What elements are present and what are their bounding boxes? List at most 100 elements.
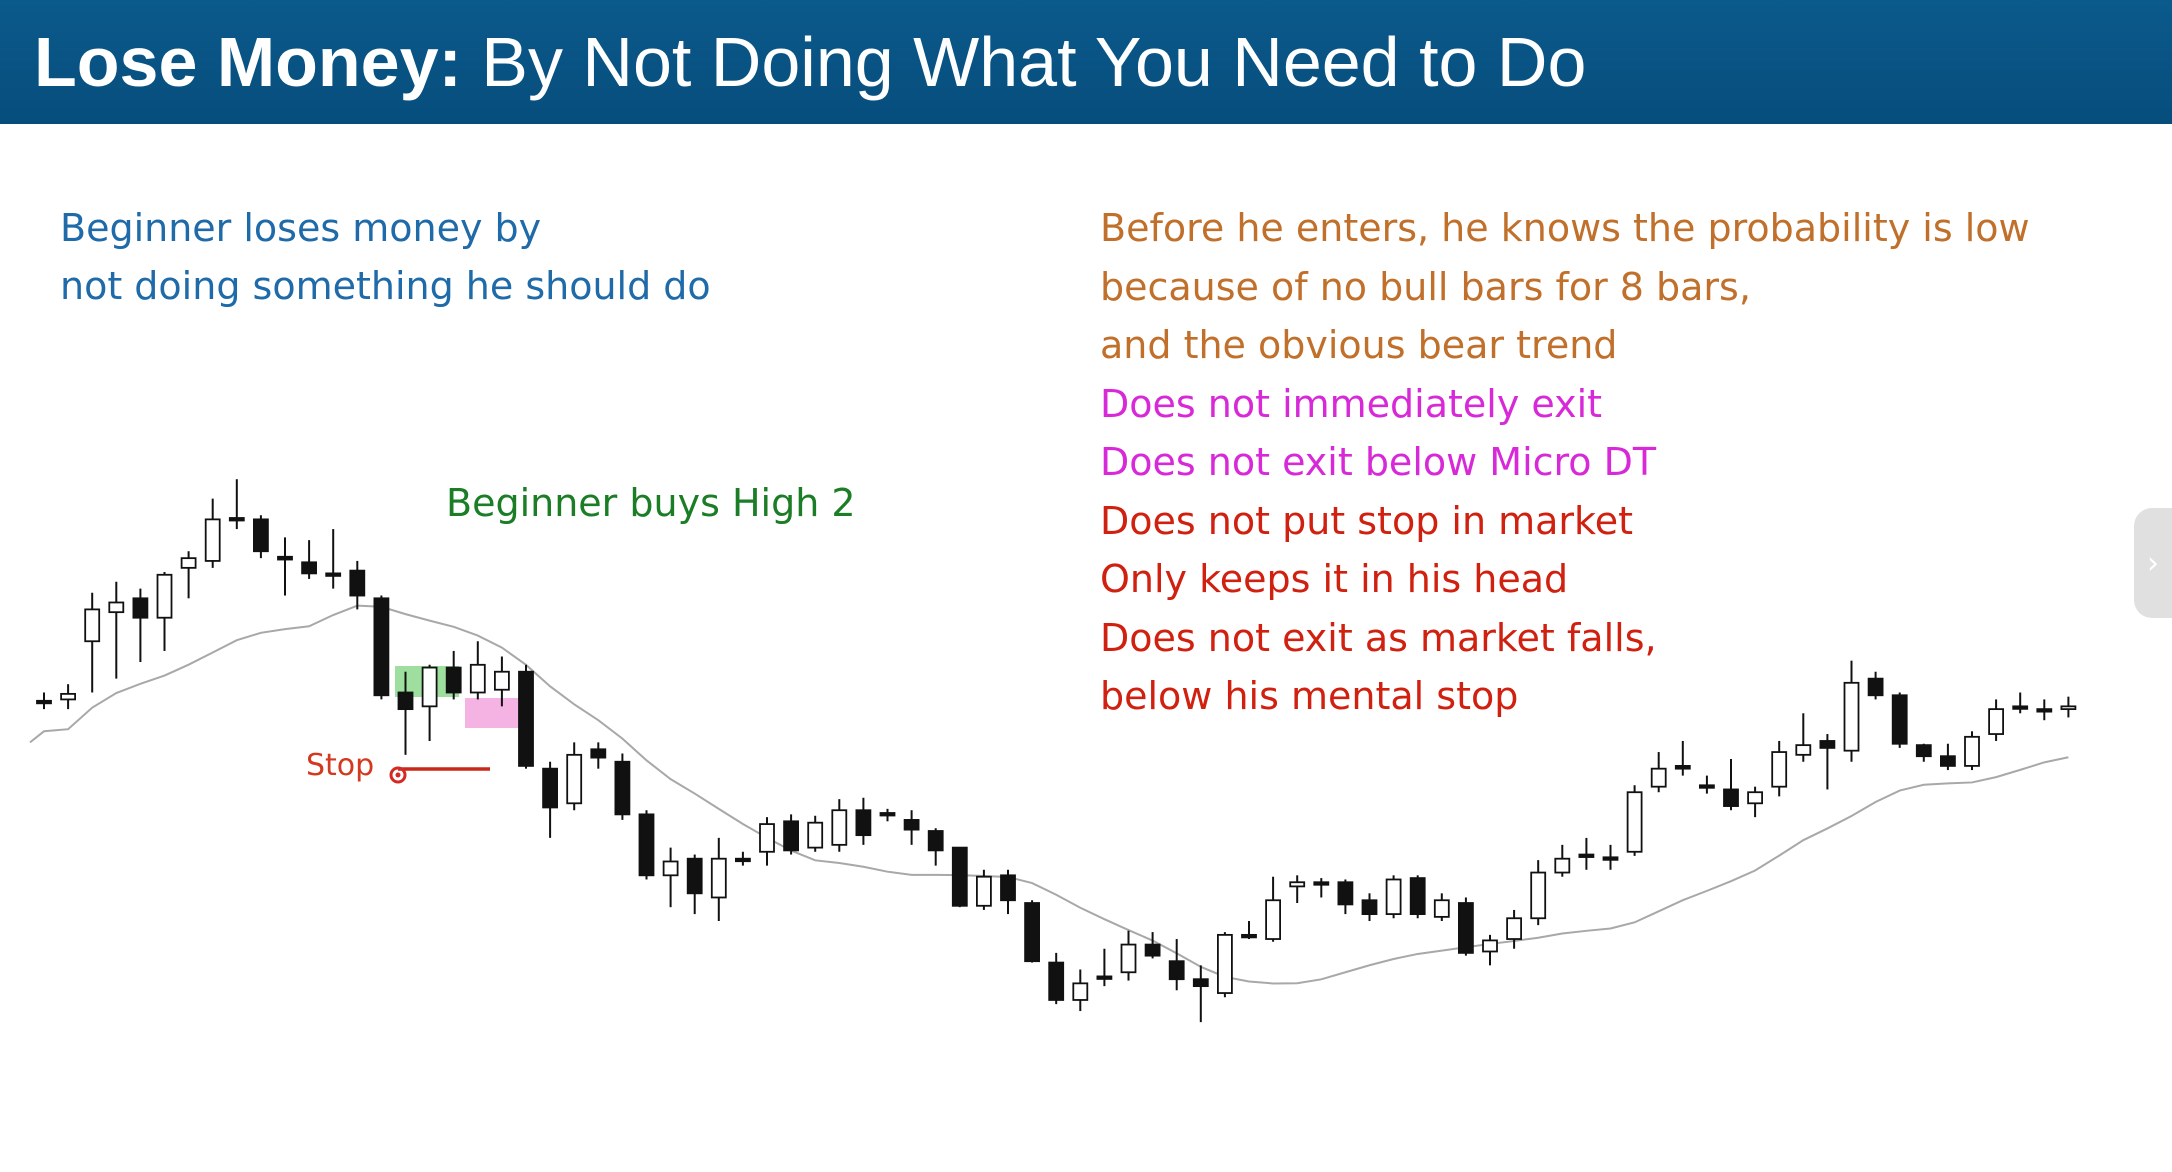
- candle-56: [1361, 893, 1378, 922]
- bear-candle-body: [2036, 708, 2053, 713]
- bull-candle-body: [1795, 744, 1812, 756]
- moving-average-layer: [29, 604, 2069, 985]
- candle-64: [1554, 844, 1571, 877]
- bull-candle-body: [493, 670, 510, 691]
- candle-2: [60, 684, 76, 710]
- candle-38: [927, 828, 944, 866]
- bear-candle-body: [325, 572, 342, 577]
- right-note-line-5: Does not exit below Micro DT: [1100, 440, 1657, 484]
- buy-annotation: Beginner buys High 2: [446, 481, 856, 525]
- title-rest-part: By Not Doing What You Need to Do: [461, 23, 1587, 101]
- candle-48: [1168, 939, 1185, 991]
- candle-4: [108, 581, 125, 679]
- candle-67: [1626, 785, 1643, 856]
- bull-candle-body: [180, 557, 197, 569]
- candle-65: [1578, 837, 1595, 870]
- right-note-line-4: Does not immediately exit: [1100, 381, 1603, 426]
- bear-candle-body: [686, 857, 703, 895]
- candle-23: [566, 742, 583, 811]
- candle-42: [1024, 900, 1040, 963]
- bear-candle-body: [1458, 902, 1474, 954]
- candle-41: [1000, 869, 1016, 915]
- candle-63: [1530, 860, 1547, 926]
- stop-label: Stop: [306, 748, 375, 783]
- bear-candle-body: [1819, 740, 1836, 749]
- candle-5: [132, 588, 149, 663]
- candle-31: [759, 817, 775, 866]
- candle-8: [204, 498, 221, 568]
- bear-candle-body: [518, 670, 534, 767]
- bear-candle-body: [301, 561, 318, 575]
- bear-candle-body: [228, 517, 245, 522]
- candle-62: [1506, 909, 1522, 949]
- bull-candle-body: [1265, 899, 1281, 940]
- bull-candle-body: [1988, 708, 2004, 735]
- bear-candle-body: [1192, 978, 1209, 988]
- title-bold-part: Lose Money:: [34, 23, 462, 101]
- candle-81: [1964, 731, 1980, 771]
- candle-11: [277, 537, 293, 596]
- candle-58: [1409, 875, 1426, 919]
- bear-candle-body: [614, 760, 631, 816]
- candle-54: [1313, 878, 1330, 898]
- candle-84: [2036, 699, 2053, 721]
- bear-candle-body: [903, 819, 920, 831]
- candle-26: [638, 810, 655, 880]
- bear-candle-body: [783, 820, 799, 852]
- side-panel-toggle[interactable]: ›: [2134, 508, 2172, 618]
- bull-candle-body: [976, 875, 992, 907]
- bear-candle-body: [1337, 881, 1354, 906]
- bull-candle-body: [831, 809, 848, 846]
- right-notes: Before he enters, he knows the probabili…: [1100, 199, 2030, 726]
- candle-15: [373, 595, 390, 700]
- bull-candle-body: [1964, 735, 1980, 767]
- bear-candle-body: [132, 597, 149, 619]
- bull-candle-body: [1650, 767, 1667, 788]
- bear-candle-body: [951, 846, 968, 907]
- bull-candle-body: [84, 608, 101, 643]
- candle-20: [493, 656, 510, 707]
- candle-76: [1843, 660, 1860, 762]
- bull-candle-body: [1482, 939, 1498, 953]
- candle-72: [1747, 786, 1763, 818]
- bull-candle-body: [1626, 791, 1643, 853]
- bear-candle-body: [1361, 899, 1378, 916]
- bear-candle-body: [855, 809, 872, 837]
- candle-29: [710, 837, 727, 922]
- bear-candle-body: [397, 691, 414, 711]
- candle-77: [1867, 671, 1884, 700]
- candle-28: [686, 854, 703, 915]
- candle-6: [156, 572, 173, 651]
- bull-candle-body: [1072, 982, 1089, 1001]
- bull-candle-body: [1747, 791, 1763, 805]
- bull-candle-body: [1554, 857, 1571, 874]
- bull-candle-body: [2060, 705, 2077, 711]
- candle-53: [1289, 875, 1306, 904]
- bear-candle-body: [1699, 784, 1715, 789]
- bear-candle-body: [277, 555, 293, 561]
- candle-60: [1458, 897, 1474, 956]
- candle-43: [1048, 952, 1065, 1005]
- bear-candle-body: [1891, 694, 1908, 745]
- bear-candle-body: [1867, 677, 1884, 697]
- bull-candle-body: [108, 601, 125, 614]
- candle-73: [1771, 740, 1788, 797]
- candle-19: [469, 641, 486, 700]
- candle-69: [1674, 740, 1691, 776]
- bull-candle-body: [807, 821, 824, 849]
- bear-candle-body: [445, 666, 462, 694]
- candle-75: [1819, 734, 1836, 790]
- candle-1: [36, 692, 52, 710]
- candle-32: [783, 814, 799, 855]
- candle-24: [590, 742, 607, 769]
- bear-candle-body: [349, 569, 366, 597]
- right-note-line-7: Only keeps it in his head: [1100, 557, 1569, 601]
- bear-candle-body: [252, 518, 269, 553]
- candle-66: [1602, 844, 1619, 870]
- bear-candle-body: [1313, 881, 1330, 886]
- candle-25: [614, 753, 631, 820]
- bear-candle-body: [1241, 933, 1257, 939]
- bull-candle-body: [710, 857, 727, 899]
- bear-candle-body: [1940, 755, 1956, 767]
- bear-candle-body: [36, 699, 52, 705]
